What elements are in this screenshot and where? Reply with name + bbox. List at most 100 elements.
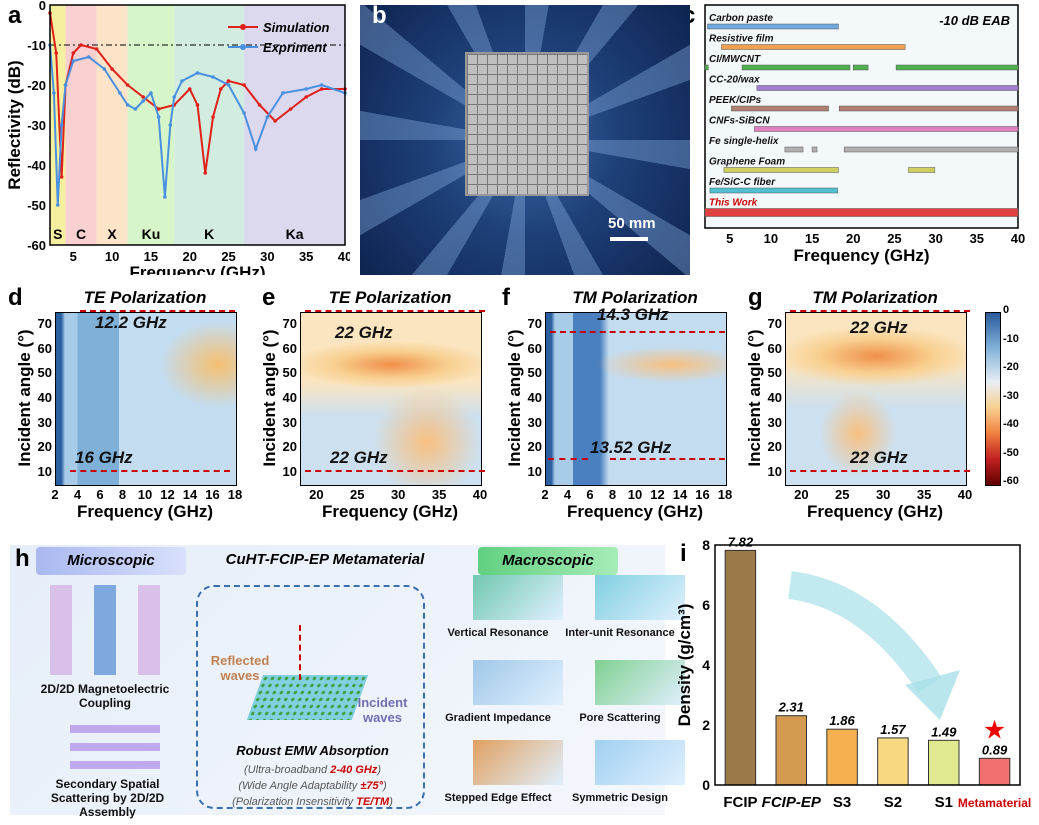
bar-S3: [826, 728, 858, 786]
x-tick: 10: [627, 487, 643, 502]
x-tick: 12: [160, 487, 175, 502]
data-point: [242, 83, 246, 87]
data-point: [54, 51, 59, 55]
data-label: 1.86: [829, 713, 855, 728]
data-point: [288, 107, 293, 111]
x-tick: 5: [726, 231, 733, 246]
x-tick: 5: [70, 249, 77, 264]
band-label: Ka: [286, 226, 304, 242]
data-point: [304, 87, 308, 91]
eab-bar: [704, 64, 709, 71]
y-tick: 60: [282, 340, 297, 356]
y-tick: 8: [702, 537, 710, 553]
y-tick: 20: [282, 439, 297, 455]
data-label: 1.49: [931, 724, 957, 739]
data-point: [187, 87, 192, 91]
schematic-h: Microscopic CuHT-FCIP-EP Metamaterial Ma…: [10, 545, 685, 819]
x-tick: 30: [875, 487, 891, 502]
eab-bar: [754, 126, 1019, 132]
data-point: [257, 103, 262, 107]
x-tick: 40: [957, 487, 973, 502]
properties-list: (Ultra-broadband 2-40 GHz) (Wide Angle A…: [232, 764, 393, 808]
y-tick: 70: [282, 316, 297, 332]
y-tick: 40: [527, 390, 542, 405]
y-tick: 50: [37, 365, 52, 381]
mechanism-label: Gradient Impedance: [445, 712, 551, 724]
range-arrow: [790, 470, 970, 472]
frequency-annotation: 12.2 GHz: [95, 313, 167, 332]
x-tick: 6: [586, 487, 594, 502]
data-point: [59, 175, 64, 179]
data-point: [71, 51, 76, 55]
frequency-annotation: 22 GHz: [850, 448, 908, 467]
y-axis-label: Incident angle (°): [745, 329, 764, 467]
y-tick: 30: [37, 414, 52, 430]
data-point: [63, 83, 68, 87]
mechanism-label: Pore Scattering: [579, 712, 661, 724]
y-tick: 20: [527, 439, 542, 455]
y-tick: 40: [282, 390, 297, 405]
data-point: [242, 111, 246, 115]
legend-Expriment: Expriment: [263, 40, 327, 55]
x-tick: 15: [805, 231, 819, 246]
data-point: [265, 115, 270, 119]
mechanism-illustration: [595, 660, 685, 705]
data-point: [149, 91, 153, 95]
x-tick: 16: [695, 487, 710, 502]
heatmap-d: [55, 312, 237, 486]
y-tick: -20: [27, 78, 46, 93]
frequency-annotation: 22 GHz: [335, 323, 393, 342]
legend-marker: [240, 44, 246, 50]
y-tick: 20: [37, 439, 52, 455]
x-axis-label: Frequency (GHz): [806, 502, 944, 521]
x-tick: 30: [390, 487, 406, 502]
series-label: Carbon paste: [709, 13, 773, 24]
y-axis-label: Incident angle (°): [15, 329, 34, 467]
x-tick: 14: [182, 487, 198, 502]
panel-label-f: f: [502, 284, 510, 311]
data-point: [59, 123, 64, 127]
eab-bar: [839, 105, 1019, 112]
chart-a-reflectivity: S C X Ku K Ka Simulation Expriment 5 10 15 20 25 30 35…: [5, 0, 350, 275]
frequency-annotation: 22 GHz: [850, 318, 908, 337]
robust-label: Robust EMW Absorption: [236, 743, 389, 758]
data-point: [110, 67, 114, 71]
y-tick: 10: [767, 463, 782, 479]
data-point: [156, 107, 161, 111]
colorbar-tick: -20: [1003, 361, 1019, 373]
data-point: [195, 71, 200, 75]
mechanism-illustration: [473, 575, 563, 620]
band-K: [174, 5, 245, 245]
star-icon: ★: [983, 714, 1006, 744]
data-point: [319, 87, 324, 91]
heatmap-f: [545, 312, 727, 486]
y-tick: -50: [27, 198, 46, 213]
data-point: [141, 95, 145, 99]
x-tick: 8: [118, 487, 127, 502]
data-point: [163, 195, 167, 199]
series-label: Fe single-helix: [709, 136, 779, 147]
data-point: [118, 91, 122, 95]
y-tick: 40: [767, 390, 782, 405]
panel-label-h: h: [15, 545, 30, 572]
y-tick: 30: [527, 414, 542, 430]
eab-bar: [704, 208, 1019, 217]
center-box: [196, 585, 425, 809]
data-label: 1.57: [880, 722, 906, 737]
reflected-label: Reflected waves: [210, 653, 270, 683]
mechanism-illustration: [473, 740, 563, 785]
band-S: [50, 5, 66, 245]
trend-arrowhead: [905, 670, 960, 720]
mechanism-label: Vertical Resonance: [447, 627, 549, 639]
data-point: [172, 95, 177, 99]
x-tick: Metamaterial: [958, 796, 1031, 810]
x-tick: 25: [835, 487, 850, 502]
x-tick: 12: [650, 487, 665, 502]
y-axis-label: Density (g/cm³): [675, 604, 694, 727]
y-tick: -10: [27, 38, 46, 53]
heatmap-title: TE Polarization: [83, 288, 207, 307]
x-tick: 10: [137, 487, 153, 502]
x-tick: 4: [563, 487, 572, 502]
data-point: [79, 43, 83, 47]
eab-bar: [811, 146, 818, 153]
